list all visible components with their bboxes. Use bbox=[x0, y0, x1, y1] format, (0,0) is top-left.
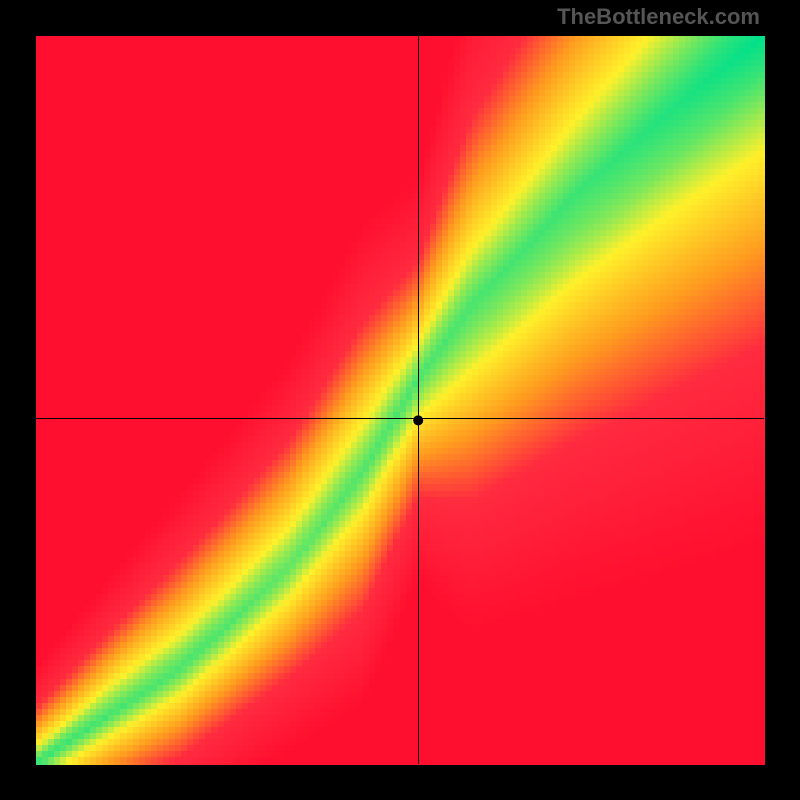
heatmap-canvas bbox=[0, 0, 800, 800]
watermark-text: TheBottleneck.com bbox=[557, 4, 760, 30]
